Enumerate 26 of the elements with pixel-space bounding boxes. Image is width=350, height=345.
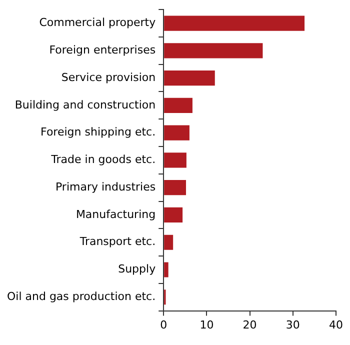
- y-tick-label: Supply: [118, 262, 156, 276]
- bar: [164, 180, 186, 196]
- bar: [164, 43, 263, 58]
- x-tick-label: 30: [286, 318, 300, 332]
- y-tick-label: Oil and gas production etc.: [6, 290, 156, 303]
- bar: [164, 234, 174, 250]
- x-tick-label: 40: [329, 318, 343, 332]
- y-tick-label: Foreign shipping etc.: [40, 126, 156, 139]
- x-tick-label: 20: [242, 318, 257, 332]
- x-tick-label: 10: [200, 318, 214, 332]
- bar: [164, 125, 190, 140]
- bar: [164, 207, 183, 222]
- y-tick-label: Foreign enterprises: [49, 44, 156, 57]
- y-tick-label: Commercial property: [39, 16, 156, 30]
- bar: [164, 70, 215, 86]
- y-tick-label: Primary industries: [55, 180, 156, 194]
- y-tick-label: Trade in goods etc.: [50, 153, 156, 166]
- bar: [164, 16, 305, 31]
- y-tick-label: Manufacturing: [76, 208, 156, 221]
- x-tick-label: 0: [160, 318, 168, 332]
- bar: [164, 98, 192, 113]
- bar: [164, 152, 186, 168]
- y-tick-label: Transport etc.: [78, 235, 156, 248]
- y-tick-label: Building and construction: [14, 98, 156, 112]
- y-tick-label: Service provision: [61, 70, 156, 84]
- bar: [164, 262, 168, 278]
